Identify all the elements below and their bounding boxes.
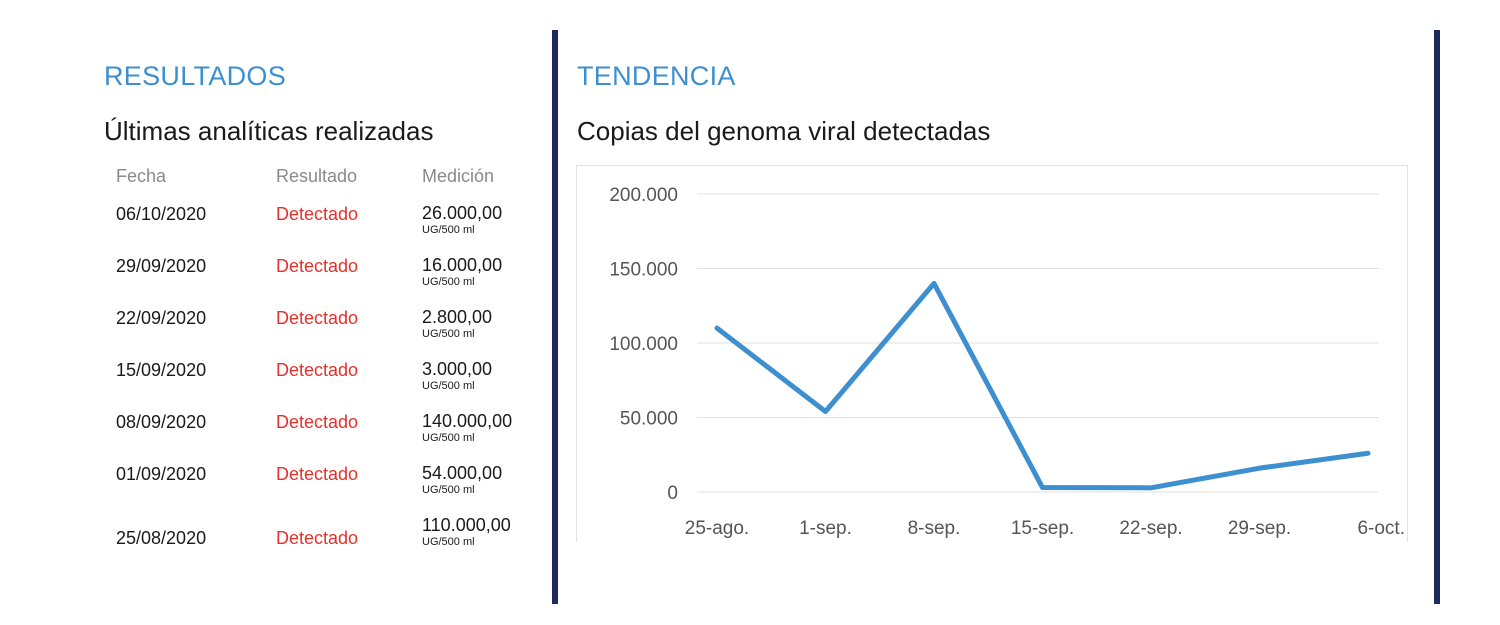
row-date: 15/09/2020	[116, 360, 207, 380]
row-status: Detectado	[276, 204, 359, 224]
row-unit: UG/500 ml	[422, 484, 475, 496]
row-value: 26.000,00	[422, 203, 503, 223]
row-date: 08/09/2020	[116, 412, 207, 432]
column-header-medicion: Medición	[422, 166, 495, 186]
y-tick-label: 100.000	[609, 334, 678, 355]
series-line	[714, 280, 1371, 491]
trend-section-title: TENDENCIA	[577, 61, 736, 91]
row-status: Detectado	[276, 412, 359, 432]
x-tick-label: 1-sep.	[799, 518, 852, 539]
y-tick-label: 50.000	[620, 409, 678, 430]
row-value: 54.000,00	[422, 463, 503, 483]
column-header-resultado: Resultado	[276, 166, 358, 186]
y-tick-label: 200.000	[609, 185, 678, 206]
table-row: 08/09/2020 Detectado 140.000,00 UG/500 m…	[104, 412, 544, 462]
row-date: 29/09/2020	[116, 256, 207, 276]
row-status: Detectado	[276, 360, 359, 380]
line-chart-svg: 0 50.000 100.000 150.000 200.000 25-ago. 1-sep…	[609, 185, 1405, 539]
x-tick-label: 8-sep.	[908, 518, 961, 539]
row-value: 3.000,00	[422, 359, 493, 379]
row-value: 16.000,00	[422, 255, 503, 275]
row-unit: UG/500 ml	[422, 276, 475, 288]
y-tick-label: 0	[667, 483, 678, 504]
row-date: 01/09/2020	[116, 464, 207, 484]
x-tick-label: 6-oct.	[1357, 518, 1405, 539]
x-tick-label: 25-ago.	[685, 518, 749, 539]
row-value: 2.800,00	[422, 307, 493, 327]
table-row: 25/08/2020 Detectado 110.000,00 UG/500 m…	[104, 516, 544, 566]
y-tick-label: 150.000	[609, 260, 678, 281]
trend-chart: 0 50.000 100.000 150.000 200.000 25-ago. 1-sep…	[576, 165, 1408, 542]
results-section-title: RESULTADOS	[104, 61, 287, 91]
section-divider-left	[552, 30, 558, 604]
x-tick-label: 29-sep.	[1228, 518, 1291, 539]
row-date: 06/10/2020	[116, 204, 207, 224]
row-unit: UG/500 ml	[422, 380, 475, 392]
row-unit: UG/500 ml	[422, 536, 475, 548]
x-tick-label: 22-sep.	[1119, 518, 1182, 539]
row-value: 140.000,00	[422, 411, 513, 431]
table-row: 29/09/2020 Detectado 16.000,00 UG/500 ml	[104, 256, 544, 306]
column-header-fecha: Fecha	[116, 166, 167, 186]
x-tick-label: 15-sep.	[1011, 518, 1074, 539]
row-date: 22/09/2020	[116, 308, 207, 328]
row-unit: UG/500 ml	[422, 328, 475, 340]
table-row: 01/09/2020 Detectado 54.000,00 UG/500 ml	[104, 464, 544, 514]
row-status: Detectado	[276, 528, 359, 548]
row-value: 110.000,00	[422, 515, 511, 535]
row-status: Detectado	[276, 256, 359, 276]
row-date: 25/08/2020	[116, 528, 207, 548]
table-row: 06/10/2020 Detectado 26.000,00 UG/500 ml	[104, 204, 544, 254]
section-divider-right	[1434, 30, 1440, 604]
row-unit: UG/500 ml	[422, 432, 475, 444]
table-row: 15/09/2020 Detectado 3.000,00 UG/500 ml	[104, 360, 544, 410]
results-subtitle: Últimas analíticas realizadas	[104, 116, 434, 146]
row-status: Detectado	[276, 464, 359, 484]
table-row: 22/09/2020 Detectado 2.800,00 UG/500 ml	[104, 308, 544, 358]
trend-subtitle: Copias del genoma viral detectadas	[577, 116, 991, 146]
row-unit: UG/500 ml	[422, 224, 475, 236]
row-status: Detectado	[276, 308, 359, 328]
